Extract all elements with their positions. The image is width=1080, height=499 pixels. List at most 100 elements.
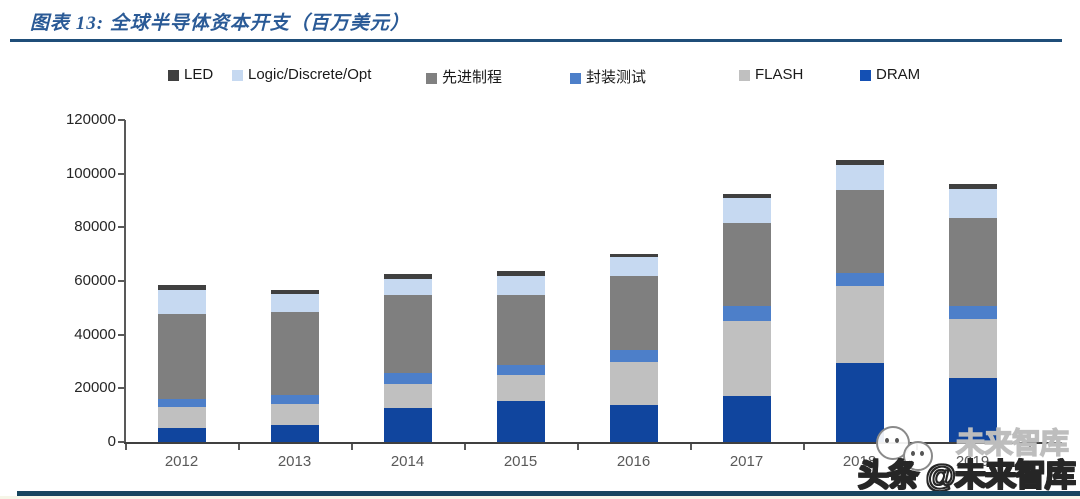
bar-segment-LED bbox=[722, 194, 771, 198]
legend-item: FLASH bbox=[739, 66, 803, 86]
bar-segment-先进制程 bbox=[948, 218, 997, 306]
x-axis-tick bbox=[1029, 444, 1031, 450]
bar-segment-FLASH bbox=[383, 384, 432, 408]
x-axis-label: 2019 bbox=[955, 453, 990, 470]
legend-item: Logic/Discrete/Opt bbox=[232, 66, 371, 86]
x-axis-label: 2012 bbox=[164, 453, 199, 470]
bar-segment-LED bbox=[496, 271, 545, 276]
legend-item: DRAM bbox=[860, 66, 920, 86]
legend-swatch bbox=[860, 70, 871, 81]
footer-strip bbox=[0, 496, 1080, 499]
bar-segment-DRAM bbox=[383, 408, 432, 442]
y-axis-tick bbox=[118, 119, 125, 121]
bar-segment-先进制程 bbox=[722, 223, 771, 306]
legend-item: LED bbox=[168, 66, 213, 86]
bar-segment-封装测试 bbox=[383, 373, 432, 384]
bar-segment-封装测试 bbox=[496, 365, 545, 375]
legend-label: LED bbox=[184, 66, 214, 83]
legend-item: 封装测试 bbox=[570, 66, 646, 86]
bar-segment-FLASH bbox=[609, 362, 658, 405]
bar-segment-FLASH bbox=[496, 375, 545, 401]
legend-label: 封装测试 bbox=[586, 69, 647, 86]
y-axis-tick bbox=[118, 280, 125, 282]
x-axis-line bbox=[124, 442, 1062, 444]
legend-label: FLASH bbox=[755, 66, 804, 83]
watermark-faint-text: 未来智库 bbox=[955, 427, 1069, 460]
x-axis-label: 2017 bbox=[729, 453, 764, 470]
legend-swatch bbox=[570, 73, 581, 84]
bar-segment-Logic/Discrete/Opt bbox=[722, 198, 771, 223]
bar-segment-封装测试 bbox=[722, 306, 771, 321]
bar-segment-LED bbox=[835, 160, 884, 165]
y-axis-label: 100000 bbox=[65, 164, 116, 182]
y-axis-label: 0 bbox=[107, 433, 116, 450]
bar-segment-FLASH bbox=[948, 319, 997, 378]
legend-swatch bbox=[232, 70, 243, 81]
watermark-main-text: 头条 @未来智库 bbox=[857, 457, 1077, 494]
bar-segment-先进制程 bbox=[609, 276, 658, 350]
legend-swatch bbox=[426, 73, 437, 84]
bar-segment-DRAM bbox=[496, 401, 545, 442]
y-axis-tick bbox=[118, 441, 125, 443]
legend-item: 先进制程 bbox=[426, 66, 502, 86]
y-axis-tick bbox=[118, 172, 125, 175]
bar-segment-封装测试 bbox=[270, 395, 319, 404]
title-divider bbox=[10, 39, 1062, 42]
bar-segment-LED bbox=[270, 290, 319, 294]
bar-segment-DRAM bbox=[270, 425, 319, 442]
bar-segment-先进制程 bbox=[496, 295, 545, 365]
bar-segment-LED bbox=[383, 274, 432, 279]
bar-segment-FLASH bbox=[722, 321, 771, 396]
bar-segment-LED bbox=[609, 254, 658, 257]
bar-segment-FLASH bbox=[270, 404, 319, 425]
y-axis-tick bbox=[118, 387, 125, 390]
y-axis-label: 60000 bbox=[74, 272, 116, 289]
bar-segment-封装测试 bbox=[609, 350, 658, 362]
x-axis-tick bbox=[690, 444, 692, 450]
y-axis-tick bbox=[118, 226, 125, 229]
x-axis-label: 2013 bbox=[277, 453, 312, 470]
legend-label: Logic/Discrete/Opt bbox=[248, 66, 372, 83]
bar-segment-先进制程 bbox=[835, 190, 884, 273]
bar-segment-Logic/Discrete/Opt bbox=[496, 276, 545, 295]
y-axis-label: 40000 bbox=[74, 325, 116, 343]
bar-segment-DRAM bbox=[948, 378, 997, 442]
x-axis-label: 2018 bbox=[842, 453, 877, 470]
x-axis-tick bbox=[803, 444, 805, 450]
chart-legend: LED Logic/Discrete/Opt 先进制程 封装测试 FLASH DRAM bbox=[0, 66, 1080, 88]
y-axis-tick bbox=[118, 333, 125, 336]
bar-segment-LED bbox=[157, 285, 206, 290]
legend-label: DRAM bbox=[876, 66, 921, 83]
legend-label: 先进制程 bbox=[442, 69, 503, 86]
bar-segment-Logic/Discrete/Opt bbox=[270, 294, 319, 312]
bar-segment-先进制程 bbox=[157, 314, 206, 399]
bar-segment-封装测试 bbox=[948, 306, 997, 319]
bar-segment-Logic/Discrete/Opt bbox=[609, 257, 658, 276]
bar-segment-封装测试 bbox=[157, 399, 206, 407]
legend-swatch bbox=[168, 70, 179, 81]
x-axis-label: 2015 bbox=[503, 453, 538, 470]
x-axis-tick bbox=[238, 444, 240, 450]
y-axis-line bbox=[124, 120, 126, 442]
bar-segment-FLASH bbox=[157, 407, 206, 428]
x-axis-label: 2016 bbox=[616, 453, 651, 470]
legend-swatch bbox=[739, 70, 750, 81]
watermark-face-icon bbox=[903, 441, 933, 471]
bar-segment-FLASH bbox=[835, 286, 884, 363]
x-axis-tick bbox=[351, 444, 353, 450]
bar-segment-Logic/Discrete/Opt bbox=[383, 279, 432, 295]
bar-segment-DRAM bbox=[157, 428, 206, 442]
bar-segment-Logic/Discrete/Opt bbox=[948, 189, 997, 218]
x-axis-label: 2014 bbox=[390, 453, 425, 470]
bar-segment-先进制程 bbox=[270, 312, 319, 395]
bar-segment-LED bbox=[948, 184, 997, 189]
y-axis-label: 20000 bbox=[74, 379, 116, 397]
bar-segment-DRAM bbox=[835, 363, 884, 442]
bar-segment-Logic/Discrete/Opt bbox=[835, 165, 884, 190]
x-axis-tick bbox=[577, 444, 579, 450]
bar-segment-DRAM bbox=[609, 405, 658, 442]
x-axis-tick bbox=[464, 444, 466, 450]
y-axis-label: 80000 bbox=[74, 218, 116, 236]
footer-divider bbox=[17, 491, 1080, 496]
